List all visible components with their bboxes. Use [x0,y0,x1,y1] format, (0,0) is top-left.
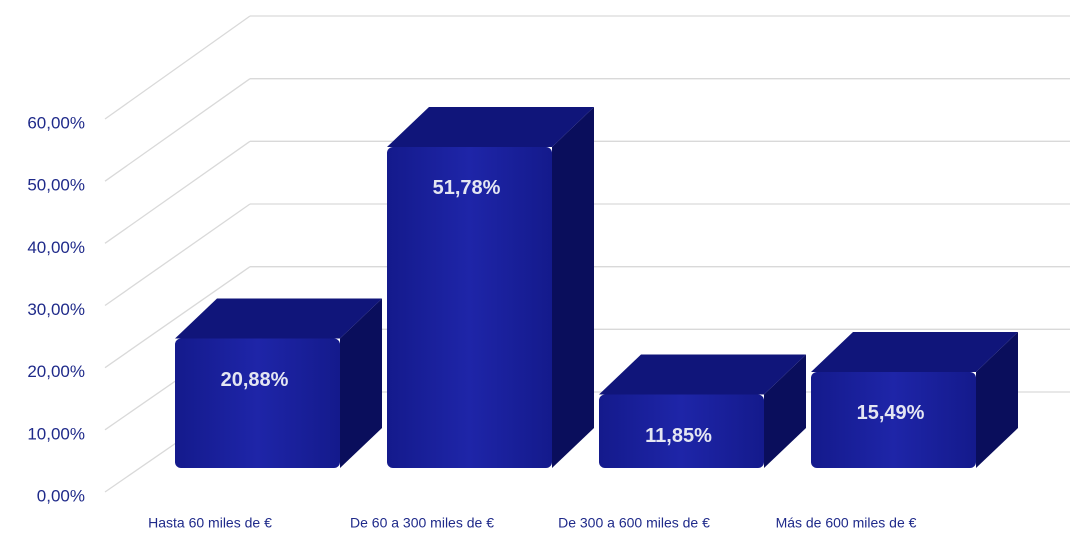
bar [387,146,552,469]
bar [175,338,340,468]
y-tick-label: 10,00% [27,424,85,443]
value-label: 20,88% [221,369,289,391]
grid-line [104,15,251,120]
bar-top [387,106,594,147]
y-tick-label: 50,00% [27,176,85,195]
bar-top [599,354,806,395]
grid-line [104,266,251,369]
grid-line [104,203,251,307]
bar-side [340,298,382,468]
bar-side [976,331,1018,468]
x-tick-label: Más de 600 miles de € [776,515,917,531]
grid-line [104,78,251,182]
bar [599,394,764,468]
y-tick-label: 0,00% [37,486,85,505]
x-tick-label: De 60 a 300 miles de € [350,515,494,531]
bar-side [764,354,806,468]
value-label: 11,85% [645,425,712,447]
x-tick-label: Hasta 60 miles de € [148,515,272,531]
y-tick-label: 30,00% [27,300,85,319]
grid-line [104,140,251,244]
value-label: 15,49% [857,402,925,424]
y-tick-label: 20,00% [27,362,85,381]
bar-top [175,298,382,339]
bar-top [811,331,1018,372]
value-label: 51,78% [433,177,501,199]
y-tick-label: 60,00% [27,113,85,132]
bar-side [552,106,594,469]
x-tick-label: De 300 a 600 miles de € [558,515,710,531]
bar [811,371,976,468]
y-tick-label: 40,00% [27,238,85,257]
